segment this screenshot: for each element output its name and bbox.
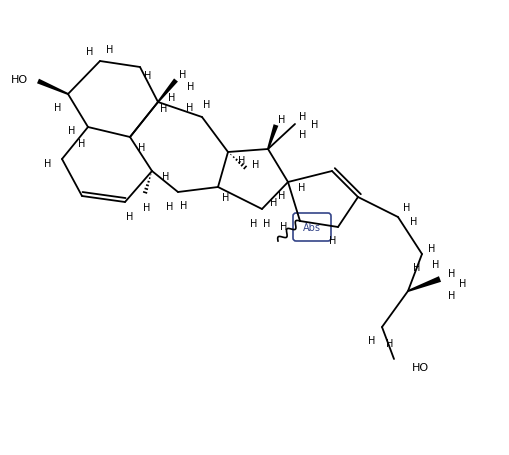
Text: H: H [44,159,52,169]
Text: H: H [138,143,146,153]
Text: H: H [432,259,440,269]
Text: H: H [162,172,169,182]
Text: H: H [203,100,211,110]
Text: H: H [459,278,467,288]
Text: H: H [428,243,436,253]
Text: H: H [126,212,134,222]
Text: HO: HO [412,362,429,372]
Text: H: H [410,217,418,227]
Text: H: H [68,126,76,136]
Text: H: H [263,218,271,228]
Text: H: H [87,47,94,57]
Text: H: H [270,197,278,207]
Text: H: H [160,104,167,114]
Text: H: H [250,218,258,228]
Text: H: H [448,268,456,278]
Polygon shape [408,277,441,292]
Polygon shape [37,80,68,96]
Text: H: H [144,202,151,212]
Text: H: H [403,202,411,212]
Text: H: H [186,103,194,113]
Text: H: H [166,202,174,212]
Text: H: H [278,191,286,201]
Text: H: H [299,112,307,122]
Text: HO: HO [11,75,28,85]
Text: H: H [168,93,176,103]
Text: H: H [386,338,393,348]
Text: Abs: Abs [303,222,321,233]
Text: H: H [238,156,246,166]
Text: H: H [187,82,194,92]
FancyBboxPatch shape [293,213,331,242]
Text: H: H [413,263,420,273]
Text: H: H [329,236,336,245]
Text: H: H [54,103,62,113]
Polygon shape [157,79,178,103]
Text: H: H [298,182,306,192]
Text: H: H [222,192,230,202]
Text: H: H [180,201,188,211]
Text: H: H [299,130,307,140]
Text: H: H [280,222,288,232]
Text: H: H [278,115,286,125]
Text: H: H [369,335,376,345]
Text: H: H [448,290,456,300]
Text: H: H [312,120,319,130]
Text: H: H [252,160,260,170]
Polygon shape [267,125,278,150]
Text: H: H [179,70,187,80]
Text: H: H [145,71,152,81]
Text: H: H [106,45,114,55]
Text: H: H [78,139,86,149]
